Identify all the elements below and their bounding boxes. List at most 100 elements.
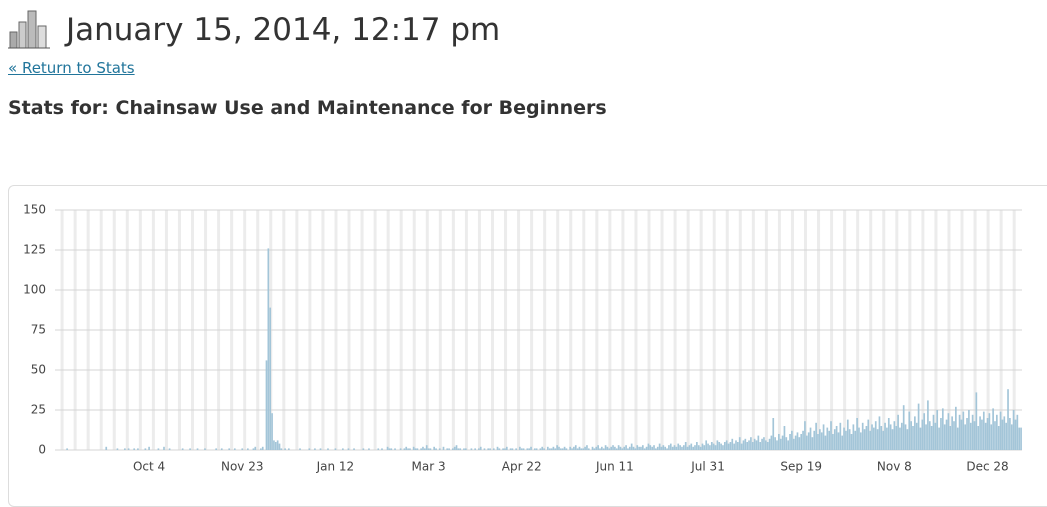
bar [852, 424, 855, 450]
bar [623, 446, 626, 450]
bar [612, 445, 614, 450]
bar [696, 442, 698, 450]
bar [215, 448, 218, 450]
bar [1014, 419, 1017, 450]
bar [800, 434, 803, 450]
y-tick-label: 125 [23, 243, 46, 257]
bar [943, 424, 946, 450]
bar [843, 427, 845, 450]
bar [893, 421, 896, 450]
bar [474, 448, 476, 450]
bar [690, 443, 693, 450]
bar [811, 437, 814, 450]
bar [845, 430, 847, 450]
bar [1020, 427, 1022, 450]
bar [986, 418, 989, 450]
bar [833, 429, 836, 450]
bar [602, 448, 605, 450]
bar [451, 448, 454, 450]
bar [405, 446, 408, 450]
bar [701, 443, 704, 450]
bar [776, 440, 778, 450]
bar [669, 443, 672, 450]
bar [934, 422, 937, 450]
bar [675, 446, 678, 450]
bar [869, 430, 871, 450]
bar [928, 421, 931, 450]
bar [1005, 422, 1008, 450]
bar [124, 448, 126, 450]
bar [617, 445, 620, 450]
bar [969, 422, 972, 450]
bar [880, 426, 883, 450]
bar [910, 421, 912, 450]
bar [608, 448, 611, 450]
bar [787, 440, 790, 450]
bar [794, 435, 797, 450]
bar [955, 406, 957, 450]
bar [753, 438, 756, 450]
return-link[interactable]: « Return to Stats [8, 59, 135, 77]
bar [912, 426, 914, 450]
bar [276, 440, 279, 450]
bar [642, 445, 644, 450]
post-heading: Stats for: Chainsaw Use and Maintenance … [8, 97, 607, 119]
bar [528, 448, 531, 450]
bar [751, 442, 754, 450]
bar [859, 432, 862, 450]
bar [535, 448, 538, 450]
bar [228, 448, 231, 450]
bar [606, 446, 609, 450]
bar [846, 419, 849, 450]
bar [768, 438, 771, 450]
bar [835, 426, 838, 450]
bar [923, 413, 926, 450]
bar [1007, 389, 1009, 450]
bar [189, 448, 191, 450]
bar [407, 448, 409, 450]
bar [791, 430, 793, 450]
bar [677, 443, 680, 450]
bar [925, 424, 927, 450]
bar [261, 446, 264, 450]
bar [750, 437, 752, 450]
bar [688, 445, 691, 450]
bar [960, 419, 963, 450]
bar [196, 448, 199, 450]
bar [858, 427, 860, 450]
x-tick-label: Mar 3 [412, 460, 446, 474]
bar [533, 448, 536, 450]
bar [897, 414, 899, 450]
bar [727, 443, 730, 450]
bar [574, 445, 577, 450]
bar [850, 434, 853, 450]
bar [267, 248, 270, 450]
bar [832, 434, 834, 450]
bar [733, 443, 735, 450]
bar [284, 448, 286, 450]
bar [666, 448, 668, 450]
bar [785, 437, 788, 450]
bar [889, 424, 892, 450]
bar [252, 448, 255, 450]
bar [647, 443, 650, 450]
bar [899, 427, 901, 450]
bar [977, 426, 980, 450]
bar [709, 445, 711, 450]
bar [735, 440, 737, 450]
bar [820, 432, 823, 450]
bar [729, 442, 732, 450]
bar [707, 443, 709, 450]
bar [740, 443, 743, 450]
bar [651, 446, 653, 450]
bar [278, 443, 281, 450]
bar [927, 400, 929, 450]
bar [409, 448, 411, 450]
bar [856, 418, 858, 450]
bar [1016, 414, 1019, 450]
x-tick-label: Apr 22 [502, 460, 542, 474]
bar [148, 446, 150, 450]
x-tick-label: Nov 23 [221, 460, 264, 474]
bar [299, 448, 301, 450]
bar [144, 448, 147, 450]
